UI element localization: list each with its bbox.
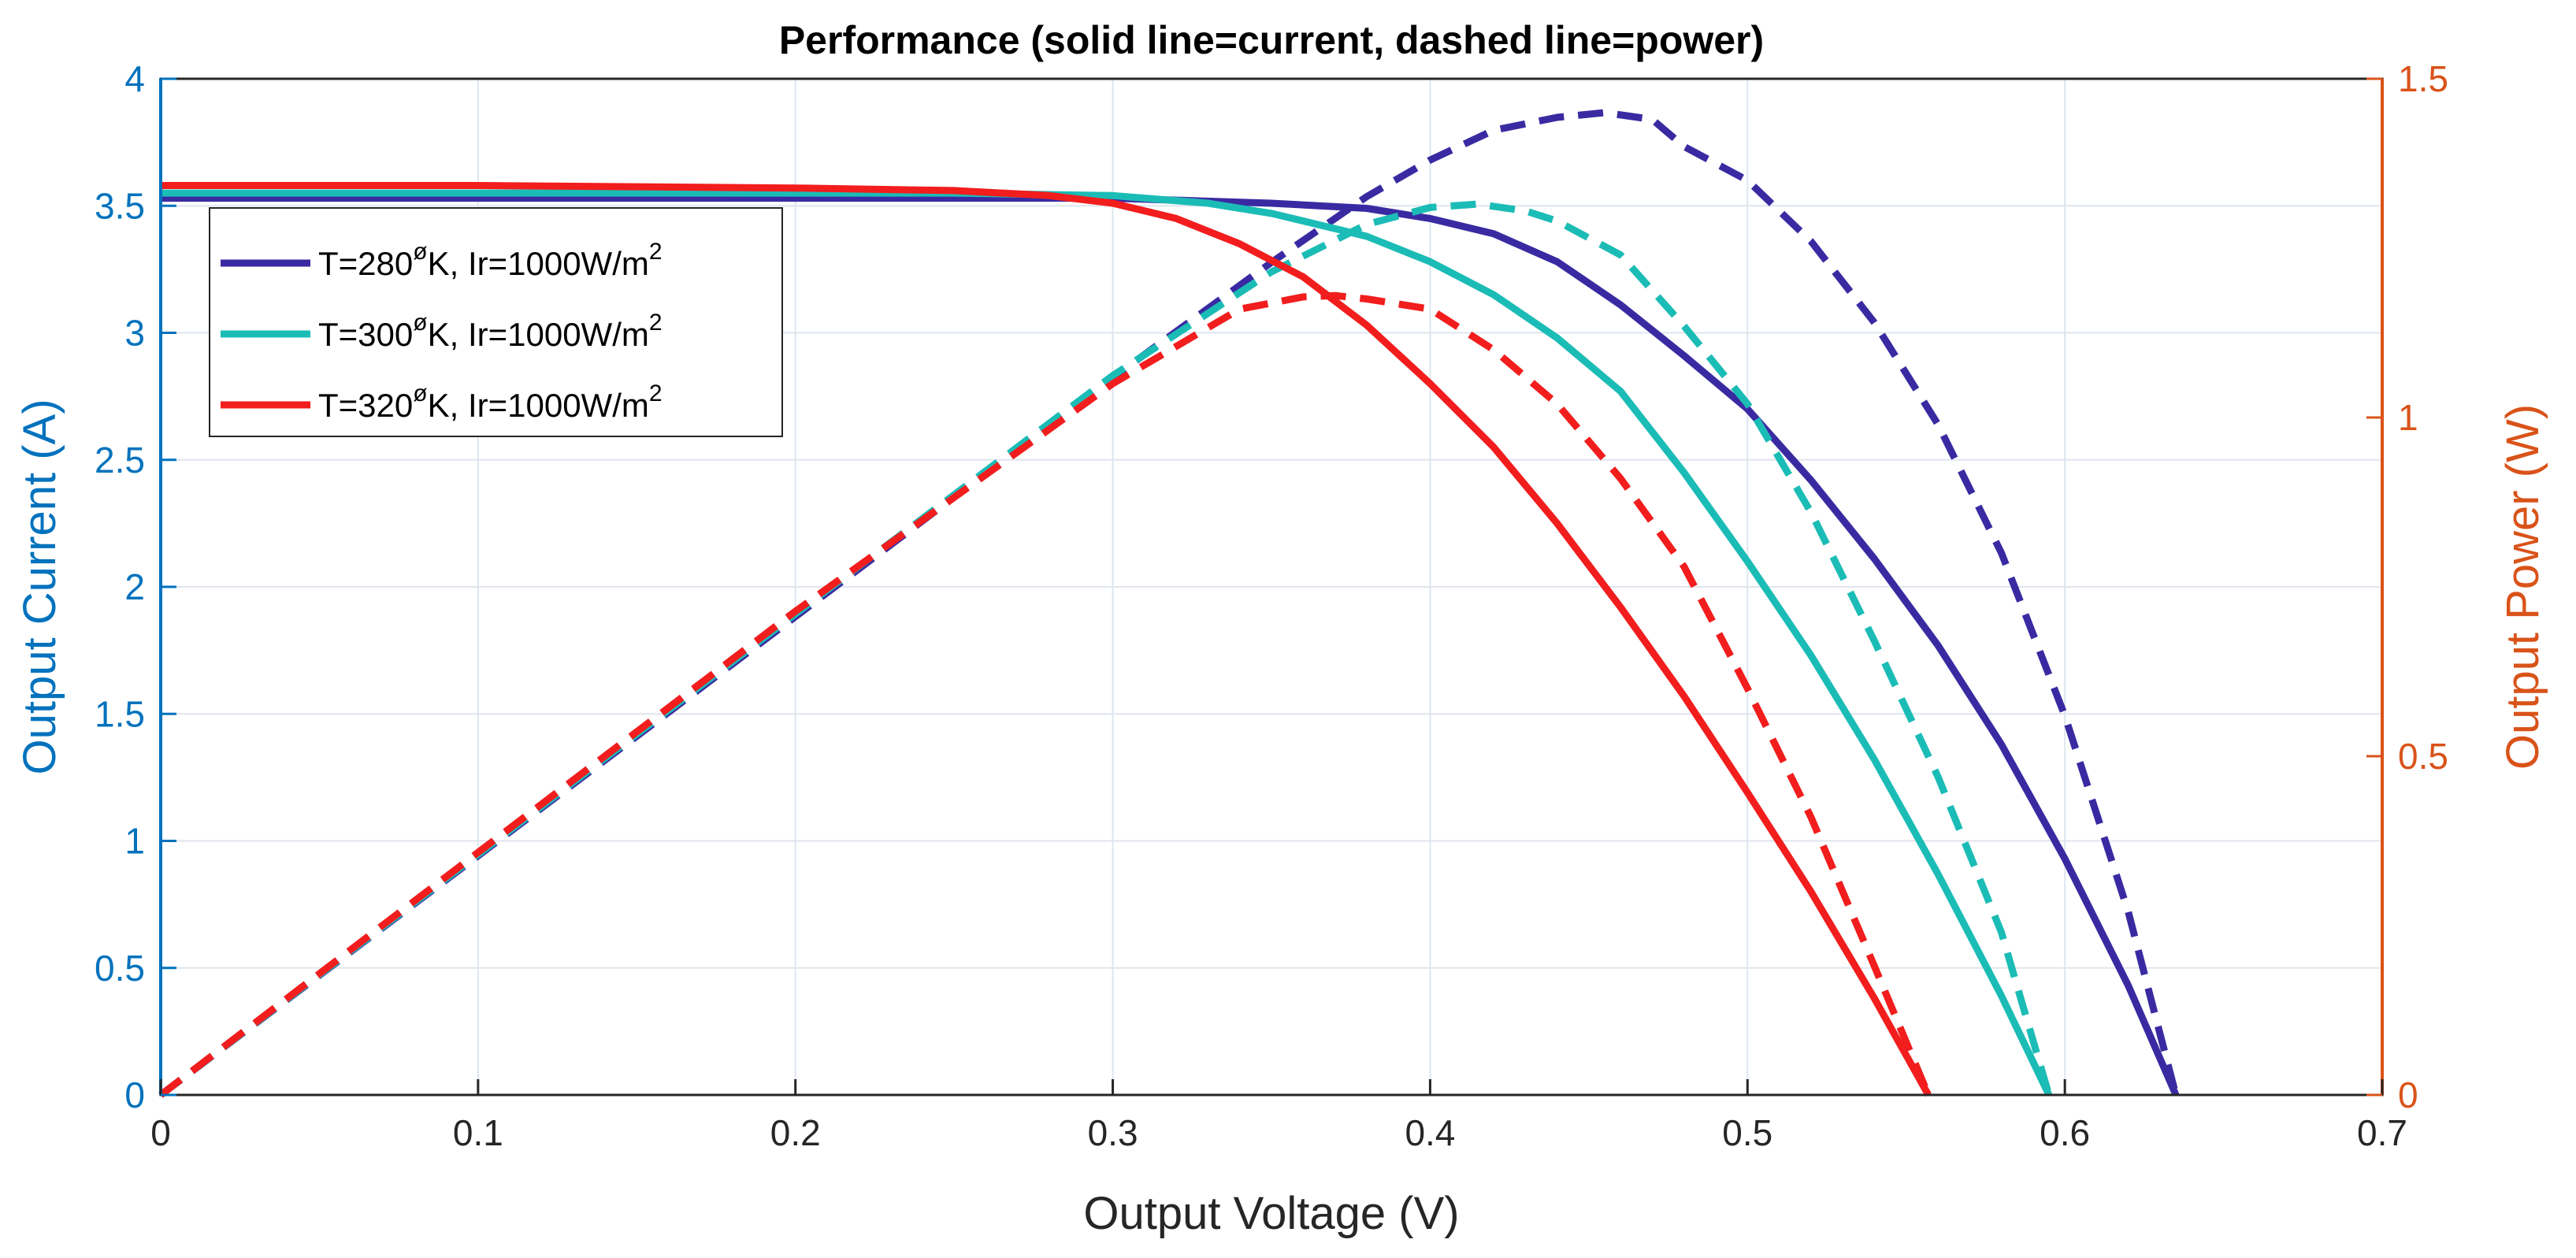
ticks: 0 0.1 0.2 0.3 0.4 0.5 0.6 0.700.511.522.533.540… xyxy=(95,58,2448,1153)
y-left-tick-label: 3 xyxy=(124,313,145,354)
legend-label-t300: T=300øK, Ir=1000W/m2 xyxy=(318,310,663,353)
x-tick-label: 0.5 xyxy=(1722,1112,1772,1153)
legend-text-middle: K, Ir=1000W/m xyxy=(428,316,649,353)
x-tick-label: 0.3 xyxy=(1088,1112,1138,1153)
y-left-tick-label: 2 xyxy=(124,566,145,607)
y-left-tick-label: 0 xyxy=(124,1074,145,1115)
y-left-tick-label: 0.5 xyxy=(95,948,145,989)
legend-text-sup: 2 xyxy=(649,310,663,336)
legend-text-sup: 2 xyxy=(649,380,663,406)
x-tick-label: 0.1 xyxy=(453,1112,503,1153)
legend-text-middle: K, Ir=1000W/m xyxy=(428,387,649,424)
y-axis-right-label: Output Power (W) xyxy=(2497,404,2548,770)
legend-text-sup: 2 xyxy=(649,239,663,265)
legend-label-t280: T=280øK, Ir=1000W/m2 xyxy=(318,239,663,282)
y-axis-left-label: Output Current (A) xyxy=(14,399,65,774)
y-right-tick-label: 0.5 xyxy=(2398,736,2448,777)
y-left-tick-label: 2.5 xyxy=(95,440,145,481)
y-right-tick-label: 0 xyxy=(2398,1074,2418,1115)
legend-box xyxy=(209,207,783,437)
x-tick-label: 0.2 xyxy=(770,1112,821,1153)
y-right-tick-label: 1.5 xyxy=(2398,58,2448,99)
legend-text-prefix: T=280 xyxy=(318,245,413,282)
legend-label-t320: T=320øK, Ir=1000W/m2 xyxy=(318,380,663,424)
x-tick-label: 0.7 xyxy=(2357,1112,2407,1153)
current-line-t320 xyxy=(161,182,1932,1097)
legend-text-middle: K, Ir=1000W/m xyxy=(428,245,649,282)
plot-area xyxy=(158,109,2180,1098)
legend-text-degree: ø xyxy=(413,310,427,336)
legend-text-prefix: T=300 xyxy=(318,316,413,353)
y-left-tick-label: 1.5 xyxy=(95,693,145,734)
x-tick-label: 0.6 xyxy=(2040,1112,2090,1153)
legend: T=280øK, Ir=1000W/m2T=300øK, Ir=1000W/m2… xyxy=(209,207,783,437)
x-tick-label: 0 xyxy=(150,1112,171,1153)
legend-text-degree: ø xyxy=(413,380,427,406)
power-line-t300 xyxy=(158,200,2053,1098)
y-left-tick-label: 3.5 xyxy=(95,185,145,226)
y-left-tick-label: 1 xyxy=(124,821,145,862)
legend-text-prefix: T=320 xyxy=(318,387,413,424)
y-left-tick-label: 4 xyxy=(124,58,145,99)
y-right-tick-label: 1 xyxy=(2398,397,2418,438)
legend-text-degree: ø xyxy=(413,239,427,265)
chart-title: Performance (solid line=current, dashed … xyxy=(779,18,1764,62)
x-axis-label: Output Voltage (V) xyxy=(1083,1188,1459,1239)
x-tick-label: 0.4 xyxy=(1405,1112,1455,1153)
